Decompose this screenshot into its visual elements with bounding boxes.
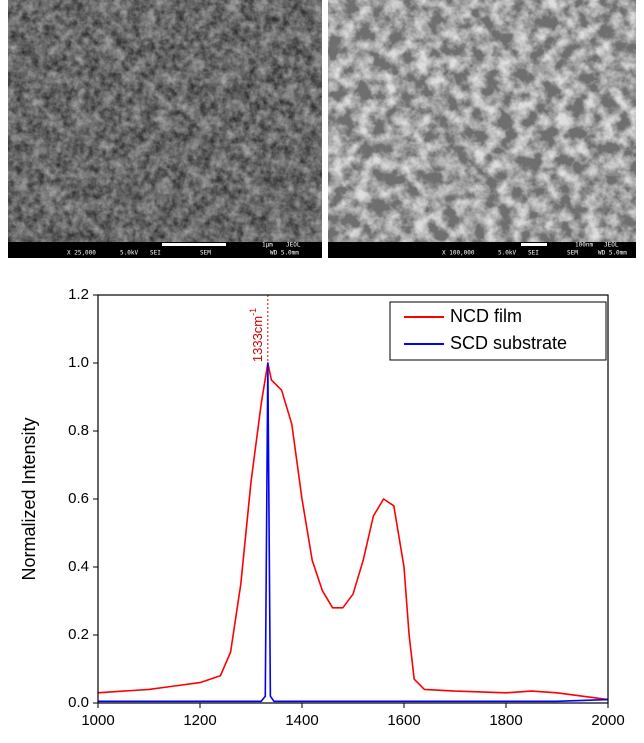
info-bar <box>328 242 636 258</box>
voltage: 5.0kV <box>120 250 138 257</box>
y-tick-label: 0.0 <box>68 694 89 711</box>
magnification: X 100,000 <box>442 250 475 257</box>
series-line <box>97 362 609 701</box>
y-tick-label: 0.8 <box>68 422 89 439</box>
scale-bar <box>521 243 547 246</box>
sem-image-left: X 25,000 5.0kV SEI SEM WD 5.0mm 1μm JEOL <box>8 0 322 258</box>
working-distance: WD 5.0mm <box>598 250 627 257</box>
mode: SEM <box>200 250 211 257</box>
x-tick-label: 2000 <box>591 712 624 729</box>
sem-texture <box>328 0 636 242</box>
legend-box <box>389 301 607 361</box>
legend-label: SCD substrate <box>450 333 567 353</box>
y-tick-label: 1.0 <box>68 354 89 371</box>
sem-texture <box>8 0 322 242</box>
annotation-superscript: -1 <box>248 308 258 316</box>
mode: SEM <box>567 250 578 257</box>
x-tick-label: 1600 <box>387 712 420 729</box>
y-tick-label: 0.4 <box>68 558 89 575</box>
detector: SEI <box>528 250 539 257</box>
working-distance: WD 5.0mm <box>270 250 299 257</box>
sem-image-right: X 100,000 5.0kV SEI SEM WD 5.0mm 100nm J… <box>328 0 636 258</box>
x-tick-label: 1200 <box>183 712 216 729</box>
legend-label: NCD film <box>450 306 522 326</box>
annotation: 1333cm-1 <box>248 308 265 362</box>
y-tick-label: 0.6 <box>68 490 89 507</box>
info-bar <box>8 242 322 258</box>
detector: SEI <box>150 250 161 257</box>
x-tick-label: 1000 <box>81 712 114 729</box>
scale-label: 100nm <box>575 242 593 249</box>
plot-frame <box>97 294 609 704</box>
scale-bar <box>162 243 226 246</box>
annotation-text: 1333cm <box>250 316 265 362</box>
y-axis-label: Normalized Intensity <box>19 417 39 580</box>
brand: JEOL <box>286 242 301 249</box>
chart: 0.0 0.2 0.4 0.6 0.8 1.0 1.2 1000 1200 1400 1600 180… <box>19 286 625 729</box>
series-line <box>98 362 609 703</box>
x-tick-label: 1400 <box>285 712 318 729</box>
scale-label: 1μm <box>262 242 273 249</box>
y-tick-label: 0.2 <box>68 626 89 643</box>
x-tick-label: 1800 <box>489 712 522 729</box>
y-tick-label: 1.2 <box>68 286 89 303</box>
voltage: 5.0kV <box>498 250 516 257</box>
magnification: X 25,000 <box>67 250 96 257</box>
brand: JEOL <box>604 242 619 249</box>
